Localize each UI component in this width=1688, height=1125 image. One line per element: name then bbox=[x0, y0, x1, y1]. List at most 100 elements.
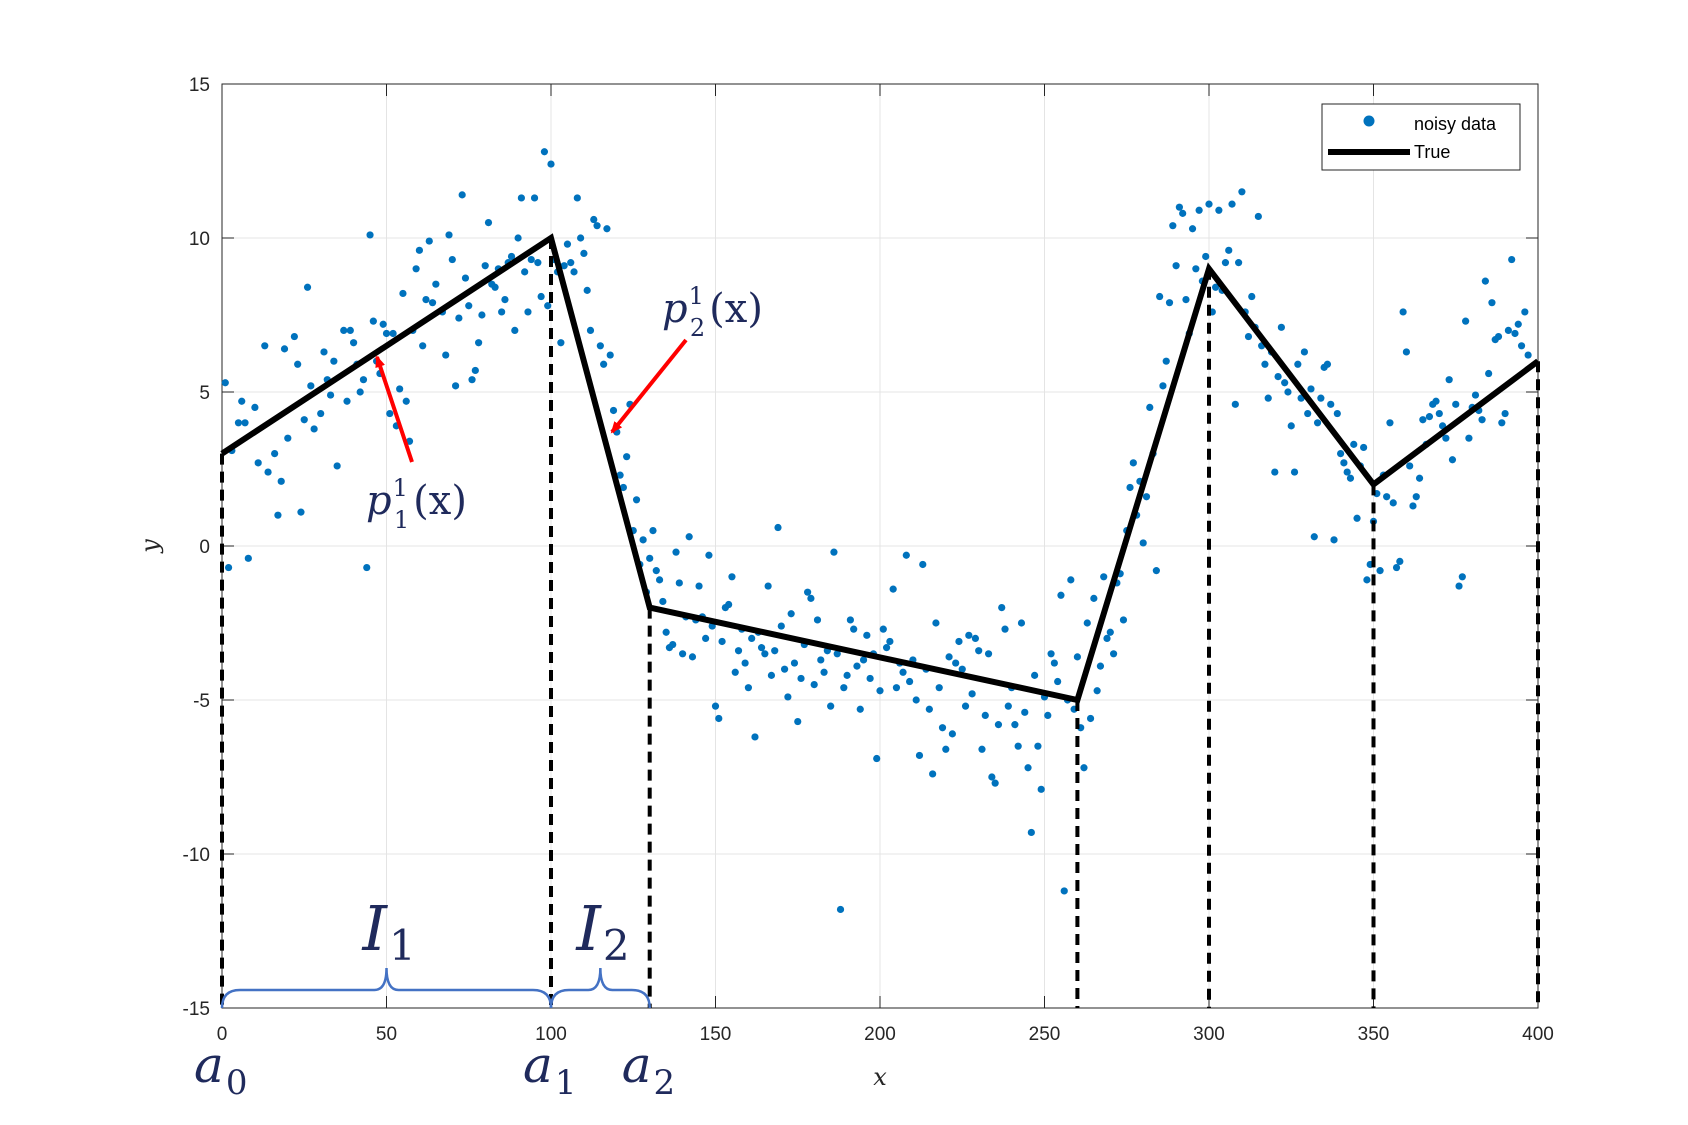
legend-label: True bbox=[1414, 142, 1450, 162]
data-point bbox=[764, 582, 772, 590]
data-point bbox=[1494, 332, 1503, 341]
data-point bbox=[1304, 409, 1312, 418]
data-point bbox=[356, 388, 364, 396]
data-point bbox=[1169, 222, 1177, 230]
x-axis-label: x bbox=[873, 1063, 887, 1091]
interval-brace-I2 bbox=[549, 967, 651, 1009]
data-point bbox=[1327, 400, 1335, 408]
data-point bbox=[567, 259, 575, 267]
data-point bbox=[455, 314, 463, 322]
data-point bbox=[465, 302, 473, 310]
data-point bbox=[994, 721, 1003, 729]
data-point bbox=[1399, 308, 1407, 316]
data-point bbox=[632, 496, 641, 504]
data-point bbox=[1294, 360, 1302, 368]
breakpoint-lines bbox=[220, 238, 1540, 1008]
data-point bbox=[1047, 650, 1055, 658]
data-point bbox=[1129, 459, 1137, 467]
data-point bbox=[1024, 764, 1032, 772]
data-point bbox=[343, 397, 351, 405]
data-point bbox=[261, 342, 269, 350]
data-point bbox=[1119, 616, 1128, 624]
data-point bbox=[925, 705, 933, 713]
data-point bbox=[777, 622, 785, 630]
data-point bbox=[1323, 360, 1332, 368]
data-point bbox=[1432, 397, 1440, 405]
data-point bbox=[616, 471, 624, 479]
data-point bbox=[1524, 351, 1532, 359]
data-point bbox=[415, 246, 423, 254]
data-point bbox=[971, 634, 980, 643]
data-point bbox=[498, 308, 506, 316]
data-point bbox=[524, 308, 532, 316]
data-point bbox=[382, 329, 391, 338]
data-point bbox=[919, 560, 927, 569]
y-axis-label: y bbox=[136, 539, 164, 554]
data-point bbox=[527, 255, 535, 264]
data-point bbox=[1086, 714, 1095, 723]
data-point bbox=[280, 345, 289, 353]
data-point bbox=[932, 619, 940, 627]
poly-label-p1-part: 1 bbox=[394, 506, 409, 534]
data-point bbox=[432, 280, 440, 288]
data-point bbox=[412, 265, 420, 273]
data-point bbox=[975, 647, 983, 655]
data-point bbox=[866, 674, 874, 683]
data-point bbox=[1485, 369, 1493, 378]
data-point bbox=[238, 397, 246, 405]
data-point bbox=[442, 351, 450, 359]
data-point bbox=[596, 342, 604, 350]
data-point bbox=[1050, 659, 1058, 667]
breakpoint-label-a1-part: a bbox=[523, 1036, 553, 1094]
data-point bbox=[836, 905, 845, 914]
data-point bbox=[1037, 785, 1045, 793]
data-point bbox=[1478, 416, 1486, 424]
breakpoint-label-a2: a2 bbox=[622, 1036, 675, 1103]
breakpoint-label-a2-part: a bbox=[622, 1036, 652, 1094]
tick-labels: 0 50 100 150 200 250 300 350 400 -15 -10 -5 0 5 10 15 bbox=[183, 75, 1554, 1045]
data-point bbox=[346, 326, 354, 334]
data-point bbox=[915, 751, 924, 760]
data-point bbox=[1011, 721, 1019, 729]
data-point bbox=[563, 240, 572, 248]
data-point bbox=[958, 665, 966, 673]
breakpoint-label-a2-part: 2 bbox=[654, 1063, 676, 1103]
data-point bbox=[333, 462, 341, 470]
y-tick-label: 5 bbox=[199, 383, 210, 404]
data-point bbox=[1409, 502, 1417, 510]
data-point bbox=[1452, 400, 1460, 408]
data-point bbox=[876, 687, 884, 695]
data-point bbox=[1205, 200, 1213, 208]
interval-label-I2: I2 bbox=[575, 892, 629, 970]
data-point bbox=[850, 625, 858, 633]
x-tick-label: 100 bbox=[535, 1024, 567, 1045]
data-point bbox=[1057, 591, 1065, 599]
legend-box bbox=[1321, 103, 1521, 171]
y-tick-label: 0 bbox=[199, 537, 210, 558]
data-point bbox=[534, 259, 542, 267]
data-point bbox=[593, 222, 601, 230]
data-point bbox=[840, 684, 848, 692]
data-point bbox=[1096, 662, 1105, 670]
data-point bbox=[856, 705, 864, 713]
data-point bbox=[583, 286, 591, 294]
data-point bbox=[366, 231, 374, 239]
data-point bbox=[448, 255, 456, 264]
data-point bbox=[882, 644, 891, 652]
data-point bbox=[1221, 259, 1230, 267]
data-point bbox=[978, 745, 986, 753]
data-point bbox=[1504, 326, 1512, 334]
data-point bbox=[780, 665, 789, 673]
data-point bbox=[540, 148, 549, 156]
data-point bbox=[1044, 711, 1052, 720]
data-point bbox=[573, 194, 581, 202]
data-point bbox=[1001, 625, 1009, 633]
data-point bbox=[1340, 459, 1348, 467]
data-point bbox=[1021, 708, 1029, 716]
data-point bbox=[481, 262, 489, 270]
poly-label-p2-part: 1 bbox=[689, 282, 704, 310]
data-point bbox=[1261, 360, 1269, 368]
data-point bbox=[221, 379, 229, 387]
data-point bbox=[1156, 292, 1164, 301]
y-tick-label: -5 bbox=[193, 691, 210, 712]
